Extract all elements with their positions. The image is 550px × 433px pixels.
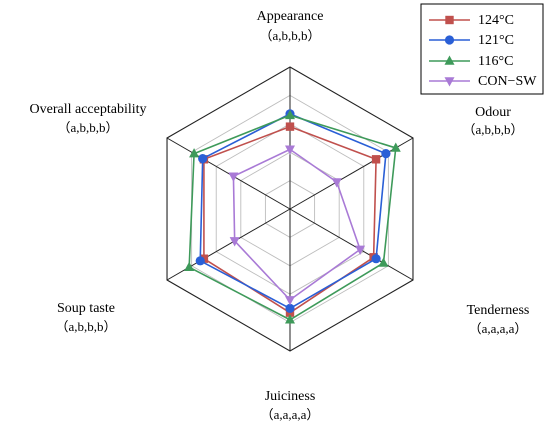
axis-labels: Appearance （a,b,b,b） Odour （a,b,b,b） Ten… bbox=[30, 9, 530, 422]
series-3-point-1 bbox=[331, 178, 342, 188]
legend-box bbox=[420, 3, 544, 95]
axis-label-soup-taste: Soup taste bbox=[57, 301, 115, 316]
series-1-point-1 bbox=[381, 149, 391, 159]
legend-label-con-sw: CON−SW bbox=[478, 74, 537, 89]
legend: 124°C 121°C 116°C CON−SW bbox=[420, 3, 544, 95]
axis-label-tenderness: Tenderness bbox=[467, 303, 530, 318]
legend-label-121: 121°C bbox=[478, 33, 514, 48]
radar-series bbox=[184, 109, 401, 324]
series-line-3 bbox=[232, 148, 361, 301]
spoke-5 bbox=[166, 137, 291, 210]
series-2-point-5 bbox=[189, 148, 200, 158]
series-2-point-1 bbox=[390, 142, 401, 152]
series-3-point-2 bbox=[355, 245, 366, 255]
series-3-point-0 bbox=[285, 145, 295, 155]
axis-sig-soup-taste: （a,b,b,b） bbox=[55, 319, 116, 334]
axis-sig-odour: （a,b,b,b） bbox=[462, 122, 523, 137]
series-2-point-0 bbox=[285, 109, 295, 120]
axis-label-odour: Odour bbox=[475, 105, 511, 120]
legend-marker-2 bbox=[444, 55, 455, 65]
axis-sig-overall-acceptability: （a,b,b,b） bbox=[57, 120, 118, 135]
axis-label-appearance: Appearance bbox=[257, 9, 324, 24]
axis-sig-juiciness: （a,a,a,a） bbox=[261, 407, 320, 422]
series-1-point-5 bbox=[198, 153, 208, 164]
legend-label-124: 124°C bbox=[478, 13, 514, 28]
series-1-point-3 bbox=[285, 303, 295, 313]
series-2-point-4 bbox=[184, 261, 195, 272]
series-2-point-3 bbox=[285, 314, 295, 324]
series-0-point-0 bbox=[285, 122, 295, 131]
spoke-2 bbox=[289, 208, 414, 281]
series-1-point-2 bbox=[371, 254, 381, 264]
legend-label-116: 116°C bbox=[478, 54, 513, 69]
series-1-point-4 bbox=[195, 256, 205, 266]
axis-sig-appearance: （a,b,b,b） bbox=[259, 28, 320, 43]
legend-marker-0 bbox=[445, 15, 454, 25]
legend-marker-1 bbox=[444, 35, 455, 45]
axis-label-overall-acceptability: Overall acceptability bbox=[30, 102, 147, 117]
series-3-point-4 bbox=[229, 237, 240, 247]
series-3-point-3 bbox=[285, 296, 295, 306]
axis-label-juiciness: Juiciness bbox=[265, 389, 316, 404]
series-0-point-1 bbox=[371, 155, 381, 164]
axis-sig-tenderness: （a,a,a,a） bbox=[469, 321, 528, 336]
legend-marker-3 bbox=[444, 77, 455, 87]
series-2-point-2 bbox=[378, 257, 389, 267]
series-3-point-5 bbox=[228, 172, 239, 182]
